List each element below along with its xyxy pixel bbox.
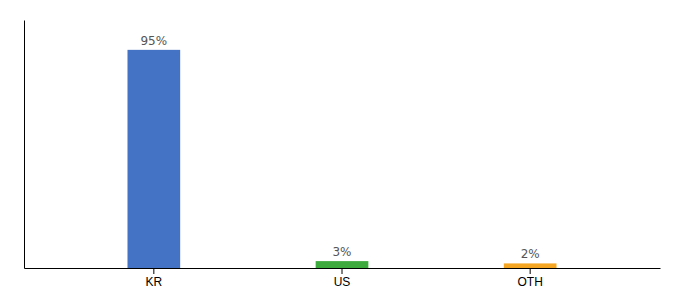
data-label: 95% (140, 34, 167, 48)
bar (504, 263, 557, 268)
bar (316, 261, 369, 268)
chart-svg: KR US OTH 95% 3% 2% (0, 0, 680, 300)
data-label: 3% (332, 245, 351, 259)
x-tick: KR (145, 268, 162, 289)
data-labels: 95% 3% 2% (140, 34, 539, 262)
bar (127, 50, 180, 268)
x-tick-mark (530, 268, 531, 274)
x-tick-label: US (334, 275, 351, 289)
chart-container: KR US OTH 95% 3% 2% (0, 0, 680, 300)
x-tick-mark (342, 268, 343, 274)
data-label: 2% (521, 247, 540, 261)
x-tick-label: KR (145, 275, 162, 289)
x-tick: OTH (517, 268, 542, 289)
x-tick-label: OTH (517, 275, 542, 289)
y-axis (24, 21, 25, 269)
plot-area: KR US OTH 95% 3% 2% (25, 21, 661, 289)
bars (127, 50, 556, 268)
x-axis: KR US OTH (25, 268, 661, 289)
x-tick: US (334, 268, 351, 289)
x-tick-mark (153, 268, 154, 274)
y-axis-line (24, 21, 25, 269)
